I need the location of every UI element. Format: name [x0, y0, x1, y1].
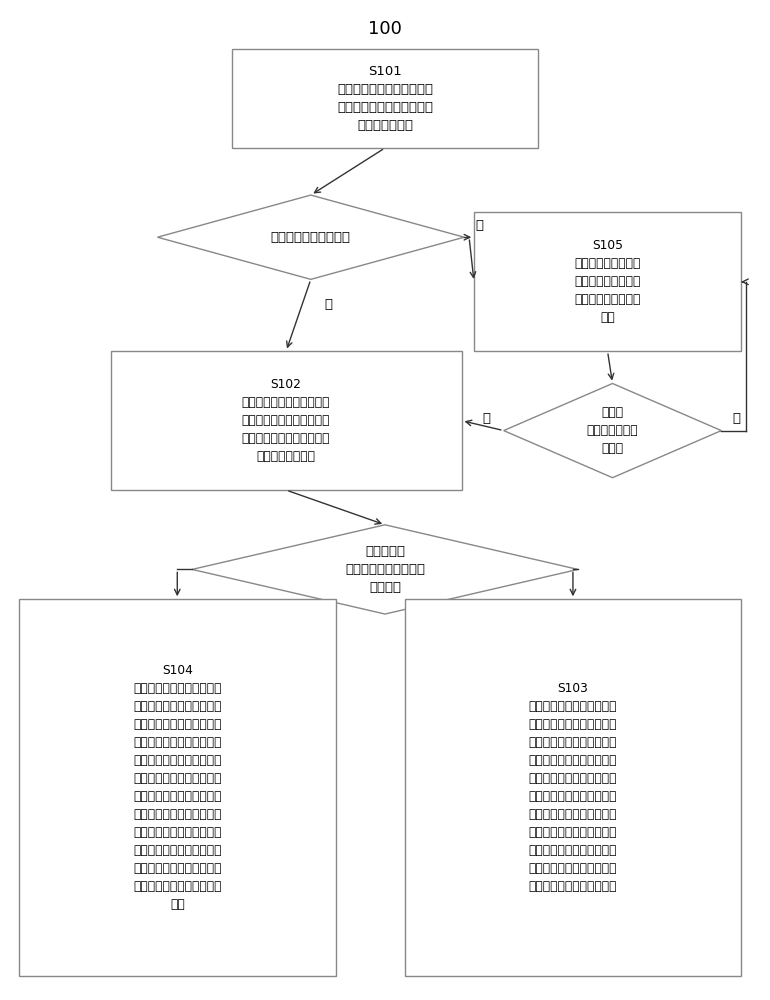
Polygon shape — [158, 195, 464, 279]
Text: 否: 否 — [732, 412, 740, 425]
FancyBboxPatch shape — [405, 599, 741, 976]
Text: 是: 是 — [482, 412, 490, 425]
FancyBboxPatch shape — [111, 351, 462, 490]
Text: 是: 是 — [325, 298, 333, 311]
Text: 等待一
分钟，是否接收
到报文: 等待一 分钟，是否接收 到报文 — [587, 406, 638, 455]
Text: S102
采集器对获取的通信模块信
息报文按照通信模块的通信
协议格式进行解析，识别上
报报文的通信模块: S102 采集器对获取的通信模块信 息报文按照通信模块的通信 协议格式进行解析，… — [242, 378, 330, 463]
Text: 通信模块是
上行通信模块还是下行
通信模块: 通信模块是 上行通信模块还是下行 通信模块 — [345, 545, 425, 594]
FancyBboxPatch shape — [232, 49, 538, 148]
Polygon shape — [504, 383, 721, 478]
Text: 100: 100 — [368, 20, 402, 38]
Text: 采集器是否接收到报文: 采集器是否接收到报文 — [271, 231, 351, 244]
FancyBboxPatch shape — [474, 212, 741, 351]
Text: 否: 否 — [475, 219, 483, 232]
Text: S101
对采集器上安装的通信模块
上电，等待通信模块主动上
报模块信息报文: S101 对采集器上安装的通信模块 上电，等待通信模块主动上 报模块信息报文 — [337, 65, 433, 132]
Polygon shape — [192, 525, 578, 614]
Text: S104
采集器识别通信模块是下行
通信模块时，采集器根据下
行通信模块自识别通信协议
自动识别下行通信模块的唯
一性编号和功能参数，并将
下行通信模块和与下行: S104 采集器识别通信模块是下行 通信模块时，采集器根据下 行通信模块自识别通… — [133, 664, 222, 911]
FancyBboxPatch shape — [19, 599, 336, 976]
Text: S105
采集器按照下行通信
模块协议格式发送主
动查询模块信息报文
请求: S105 采集器按照下行通信 模块协议格式发送主 动查询模块信息报文 请求 — [574, 239, 641, 324]
Text: S103
当采集器识别通信模块是上
行通信模块时，采集器根据
上行通信模块通信地址请求
协议回复采集器地址至上行
通信模块，且将通信模块端
口与上行通信模块进行: S103 当采集器识别通信模块是上 行通信模块时，采集器根据 上行通信模块通信地… — [529, 682, 618, 893]
